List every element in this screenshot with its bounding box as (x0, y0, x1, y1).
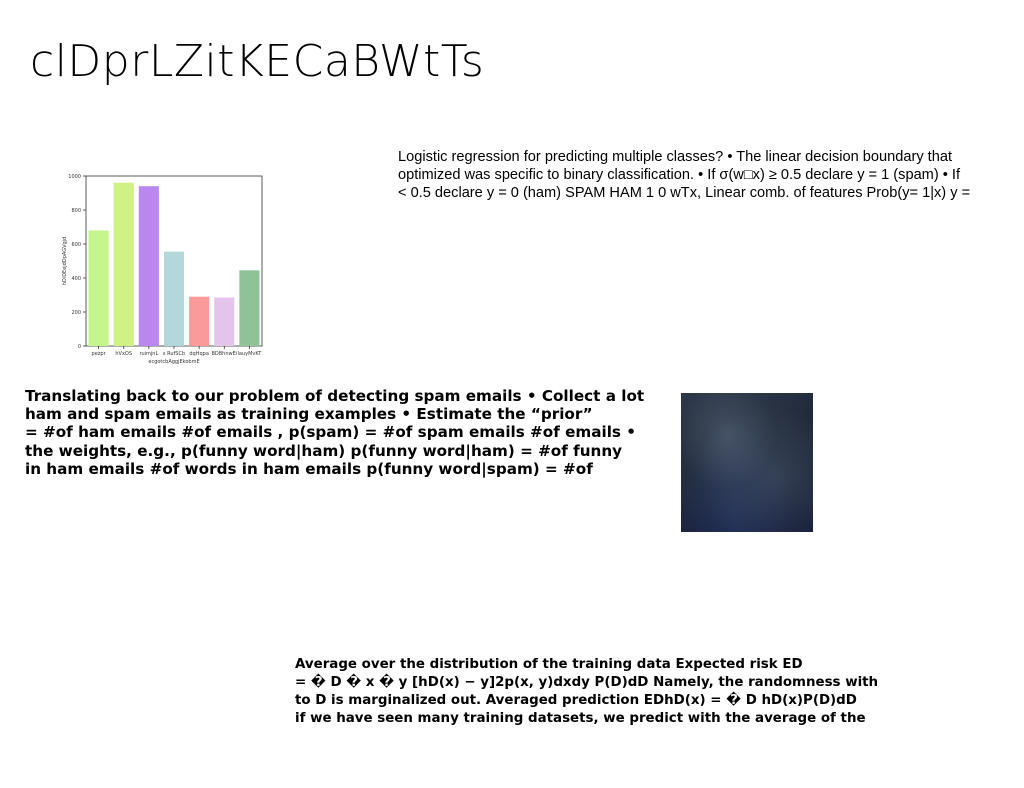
text-line: = � D � x � y [hD(x) − y]2p(x, y)dxdy P(… (295, 675, 879, 690)
logistic-regression-text: Logistic regression for predicting multi… (398, 148, 1020, 202)
bar (163, 251, 185, 346)
spam-detection-text: Translating back to our problem of detec… (25, 387, 675, 478)
bar-chart-svg: 0 200 400 600 800 1000 pezpr hVxOS ruimjnL s RufS… (62, 174, 263, 365)
text-line: Logistic regression for predicting multi… (398, 149, 953, 165)
text-line: in ham emails #of words in ham emails p(… (25, 459, 593, 478)
y-tick-label: 800 (71, 208, 81, 214)
x-tick-label: hVxOS (115, 351, 132, 357)
dark-sky-photo (681, 393, 813, 532)
text-line: ham and spam emails as training examples… (25, 405, 593, 424)
text-line: optimized was specific to binary classif… (398, 167, 961, 183)
bar (239, 270, 260, 346)
text-line: to D is marginalized out. Averaged predi… (295, 693, 857, 708)
text-line: Translating back to our problem of detec… (25, 387, 645, 405)
y-tick-label: 1000 (68, 174, 81, 180)
text-line: the weights, e.g., p(funny word|ham) p(f… (25, 441, 623, 460)
x-tick-label: ruimjnL (139, 351, 158, 357)
x-tick-label: lauyMvKT (238, 351, 263, 357)
y-axis-label: hDiDEejdDpAGVgjd (62, 237, 68, 285)
y-tick-label: 400 (71, 276, 81, 282)
text-line: if we have seen many training datasets, … (295, 711, 866, 726)
x-tick-label: dqHqpa (189, 351, 209, 357)
x-tick-label: pezpr (92, 351, 107, 357)
x-tick-label: s RufSCb (163, 351, 185, 357)
y-tick-label: 0 (78, 344, 81, 350)
text-line: Average over the distribution of the tra… (295, 657, 803, 672)
bar (138, 186, 159, 346)
y-tick-label: 600 (71, 242, 81, 248)
x-tick-label: BDBhnwEi (211, 351, 237, 357)
text-line: < 0.5 declare y = 0 (ham) SPAM HAM 1 0 w… (398, 185, 971, 201)
bar (214, 297, 235, 346)
bar (113, 182, 134, 346)
bar (189, 296, 210, 346)
text-line: = #of ham emails #of emails , p(spam) = … (25, 423, 636, 442)
slide-title: clDprLZitKECaBWtTs (30, 36, 485, 87)
y-tick-label: 200 (71, 310, 81, 316)
bar-chart: 0 200 400 600 800 1000 pezpr hVxOS ruimjnL s RufS… (58, 168, 268, 368)
expected-risk-text: Average over the distribution of the tra… (295, 656, 935, 728)
x-axis-label: ecgotcbAggjEkobmE (148, 359, 199, 365)
bar (88, 230, 109, 346)
